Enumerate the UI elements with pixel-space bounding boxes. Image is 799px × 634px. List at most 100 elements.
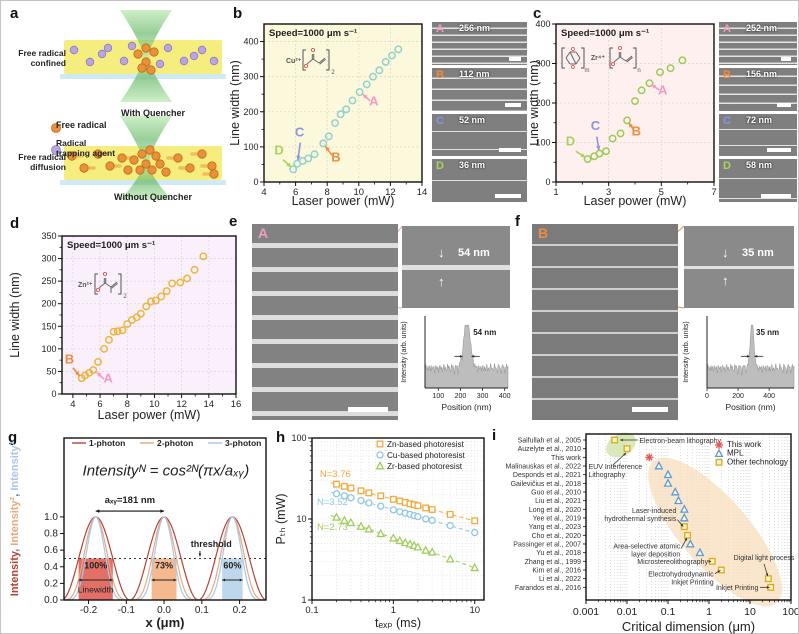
chart-linewidth-vs-power-cu: 4 6 8 10 12 14 0 100 200 300 400 Speed=1000 μm s⁻¹ C…	[230, 23, 428, 208]
svg-text:300: 300	[535, 59, 550, 69]
svg-text:12: 12	[385, 187, 396, 198]
svg-text:Yang et al., 2023: Yang et al., 2023	[529, 524, 582, 531]
svg-text:2: 2	[331, 70, 335, 76]
svg-text:10: 10	[296, 514, 306, 524]
svg-text:350: 350	[41, 231, 56, 241]
label-free-radical-confined: Free radical confined	[18, 48, 66, 69]
svg-text:1: 1	[391, 605, 396, 616]
down-arrow-icon: ↓	[722, 245, 729, 260]
svg-text:n: n	[637, 68, 640, 74]
svg-text:A: A	[104, 370, 114, 385]
svg-text:O: O	[103, 272, 108, 278]
svg-text:4: 4	[70, 399, 75, 410]
svg-text:50: 50	[46, 366, 56, 376]
svg-text:150: 150	[41, 321, 56, 331]
svg-text:MPL: MPL	[727, 449, 744, 458]
svg-text:0.1: 0.1	[661, 606, 676, 618]
svg-text:-0.1: -0.1	[118, 605, 136, 616]
svg-text:A: A	[658, 82, 668, 97]
series-circle	[332, 490, 479, 537]
intensity-profile-chart-f: 0 200 400 35 nm Position (nm) Intensity (arb.…	[683, 316, 795, 412]
sem-linewidth-value: 256 nm	[459, 23, 491, 33]
svg-text:2-photon: 2-photon	[157, 438, 193, 448]
svg-text:400: 400	[535, 19, 550, 29]
svg-text:Line width (nm): Line width (nm)	[530, 60, 541, 145]
svg-text:O: O	[571, 47, 575, 53]
data-points	[611, 436, 775, 591]
panel-label-a: a	[10, 5, 19, 22]
sem-linewidth-value: 58 nm	[746, 160, 773, 171]
label-free-radical-diffusion: Free radical diffusion	[18, 152, 66, 173]
svg-text:1.0: 1.0	[44, 512, 58, 523]
svg-text:12: 12	[176, 399, 187, 410]
svg-text:Zr-based photoresist: Zr-based photoresist	[387, 462, 463, 471]
svg-text:B: B	[65, 351, 74, 366]
svg-text:14: 14	[417, 187, 428, 198]
svg-text:400: 400	[243, 37, 258, 47]
svg-text:C: C	[295, 124, 305, 139]
label-with-quencher: With Quencher	[121, 108, 185, 118]
svg-text:100: 100	[535, 138, 550, 148]
svg-text:O: O	[571, 65, 575, 71]
svg-text:EUV Interference: EUV Interference	[588, 464, 642, 471]
sem-cell-D: D 58 nm	[719, 159, 797, 202]
sem-image-A-lines: A	[252, 224, 398, 420]
svg-text:0: 0	[253, 177, 258, 187]
svg-text:N=3.76: N=3.76	[320, 469, 351, 480]
svg-text:200: 200	[455, 393, 467, 400]
svg-text:Cu-based photoresist: Cu-based photoresist	[387, 451, 466, 460]
svg-text:6: 6	[293, 187, 298, 198]
svg-text:1: 1	[301, 595, 306, 605]
svg-text:Malinauskas et al., 2022: Malinauskas et al., 2022	[506, 464, 582, 471]
svg-text:hydrothermal synthesis: hydrothermal synthesis	[604, 516, 676, 523]
svg-text:0: 0	[51, 389, 56, 399]
axis-ticks: 0 200 400	[705, 388, 775, 400]
down-arrow-icon: ↓	[438, 245, 445, 260]
scale-bar	[348, 407, 388, 412]
sem-tag-C: C	[436, 114, 444, 127]
svg-text:-0.2: -0.2	[80, 605, 98, 616]
svg-text:250: 250	[41, 276, 56, 286]
up-arrow-icon: ↑	[722, 273, 729, 288]
svg-text:Position (nm): Position (nm)	[725, 402, 775, 412]
svg-text:0.6: 0.6	[44, 545, 58, 556]
svg-text:Speed=1000 μm s⁻¹: Speed=1000 μm s⁻¹	[269, 28, 357, 39]
svg-text:Speed=1000 μm s⁻¹: Speed=1000 μm s⁻¹	[561, 28, 649, 39]
sem-linewidth-value: 156 nm	[746, 68, 778, 79]
svg-text:0.01: 0.01	[617, 606, 638, 618]
axis-ticks: -0.2 -0.1 0.0 0.1 0.2 0.0 0.2 0.4 0.6 0.8 1.0	[44, 512, 247, 616]
scale-bar	[495, 194, 521, 198]
svg-text:54 nm: 54 nm	[473, 328, 496, 337]
panel-label-h: h	[276, 429, 286, 446]
sem-tag-A: A	[258, 225, 269, 241]
svg-text:2: 2	[123, 294, 127, 300]
sem-cell-C: C 72 nm	[719, 113, 797, 157]
sem-cell-C: C 52 nm	[432, 113, 527, 157]
svg-text:Guo et al., 2010: Guo et al., 2010	[531, 490, 581, 497]
sem-tag-A: A	[723, 23, 731, 35]
svg-text:Farandos et al., 2016: Farandos et al., 2016	[515, 585, 581, 592]
svg-text:10: 10	[469, 605, 480, 616]
panel-label-f: f	[515, 213, 520, 230]
svg-text:Zn²⁺: Zn²⁺	[78, 282, 93, 289]
svg-text:Critical dimension (μm): Critical dimension (μm)	[622, 619, 755, 634]
chart-photon-intensity-model: 100% 73% 60% Linewidth aₓᵧ=181 nm threshold 1-…	[9, 437, 267, 630]
annotations: Electron-beam lithography EUV Interferenc…	[588, 438, 794, 592]
svg-text:73%: 73%	[155, 560, 173, 570]
chart-critical-dimension-comparison: 0.001 0.01 0.1 1 10 100 Saifullah et al., 2005…	[506, 432, 798, 634]
svg-text:Inkjet Printing: Inkjet Printing	[671, 579, 714, 586]
svg-text:O: O	[304, 64, 309, 70]
svg-text:8: 8	[325, 187, 330, 198]
svg-text:6: 6	[97, 399, 102, 410]
photon-curves	[63, 516, 266, 601]
chart-linewidth-vs-power-zr: 1 3 5 7 0 100 200 300 400 Speed=1000 μm s⁻¹ O O mZr⁴…	[530, 19, 717, 208]
svg-text:100: 100	[291, 433, 306, 443]
sem-strip-cu: A 256 nm B 112 nm C 52 nm D 36 nm	[432, 22, 527, 202]
svg-text:Line width (nm): Line width (nm)	[230, 60, 242, 145]
sem-tag-B: B	[436, 68, 444, 81]
svg-text:4: 4	[261, 187, 266, 198]
svg-text:100%: 100%	[84, 560, 107, 570]
svg-text:layer deposition: layer deposition	[631, 552, 680, 559]
svg-text:This work: This work	[727, 440, 762, 449]
